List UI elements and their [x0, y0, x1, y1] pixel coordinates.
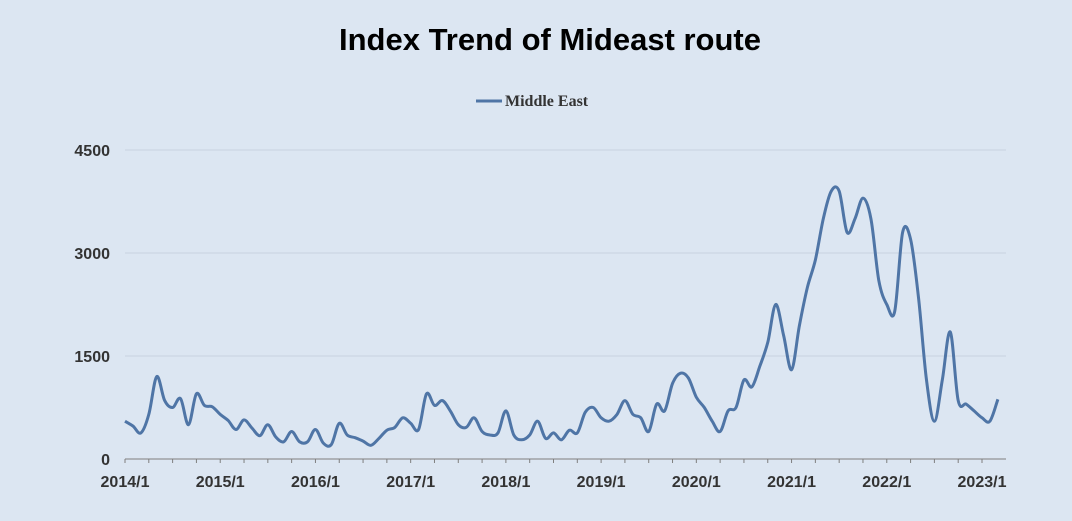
x-tick-label: 2020/1: [672, 474, 721, 491]
x-tick-label: 2022/1: [862, 474, 911, 491]
x-tick-label: 2023/1: [958, 474, 1007, 491]
y-tick-label: 4500: [74, 143, 110, 160]
chart-title: Index Trend of Mideast route: [339, 22, 761, 57]
legend-label: Middle East: [505, 93, 589, 110]
y-tick-label: 1500: [74, 349, 110, 366]
x-tick-label: 2017/1: [386, 474, 435, 491]
y-tick-label: 0: [101, 452, 110, 469]
x-tick-label: 2018/1: [481, 474, 530, 491]
grid-lines: [125, 149, 1006, 357]
x-tick-label: 2014/1: [101, 474, 150, 491]
series-group: [124, 185, 1000, 448]
y-tick-label: 3000: [74, 246, 110, 263]
x-tick-label: 2021/1: [767, 474, 816, 491]
legend: Middle East: [476, 93, 589, 110]
y-axis: 0 1500 3000 4500: [74, 143, 110, 469]
x-tick-label: 2019/1: [577, 474, 626, 491]
series-line-middle-east: [124, 185, 1000, 448]
x-tick-label: 2016/1: [291, 474, 340, 491]
x-tick-label: 2015/1: [196, 474, 245, 491]
x-axis: 2014/1 2015/1 2016/1 2017/1 2018/1 2019/1 2020…: [101, 458, 1007, 491]
